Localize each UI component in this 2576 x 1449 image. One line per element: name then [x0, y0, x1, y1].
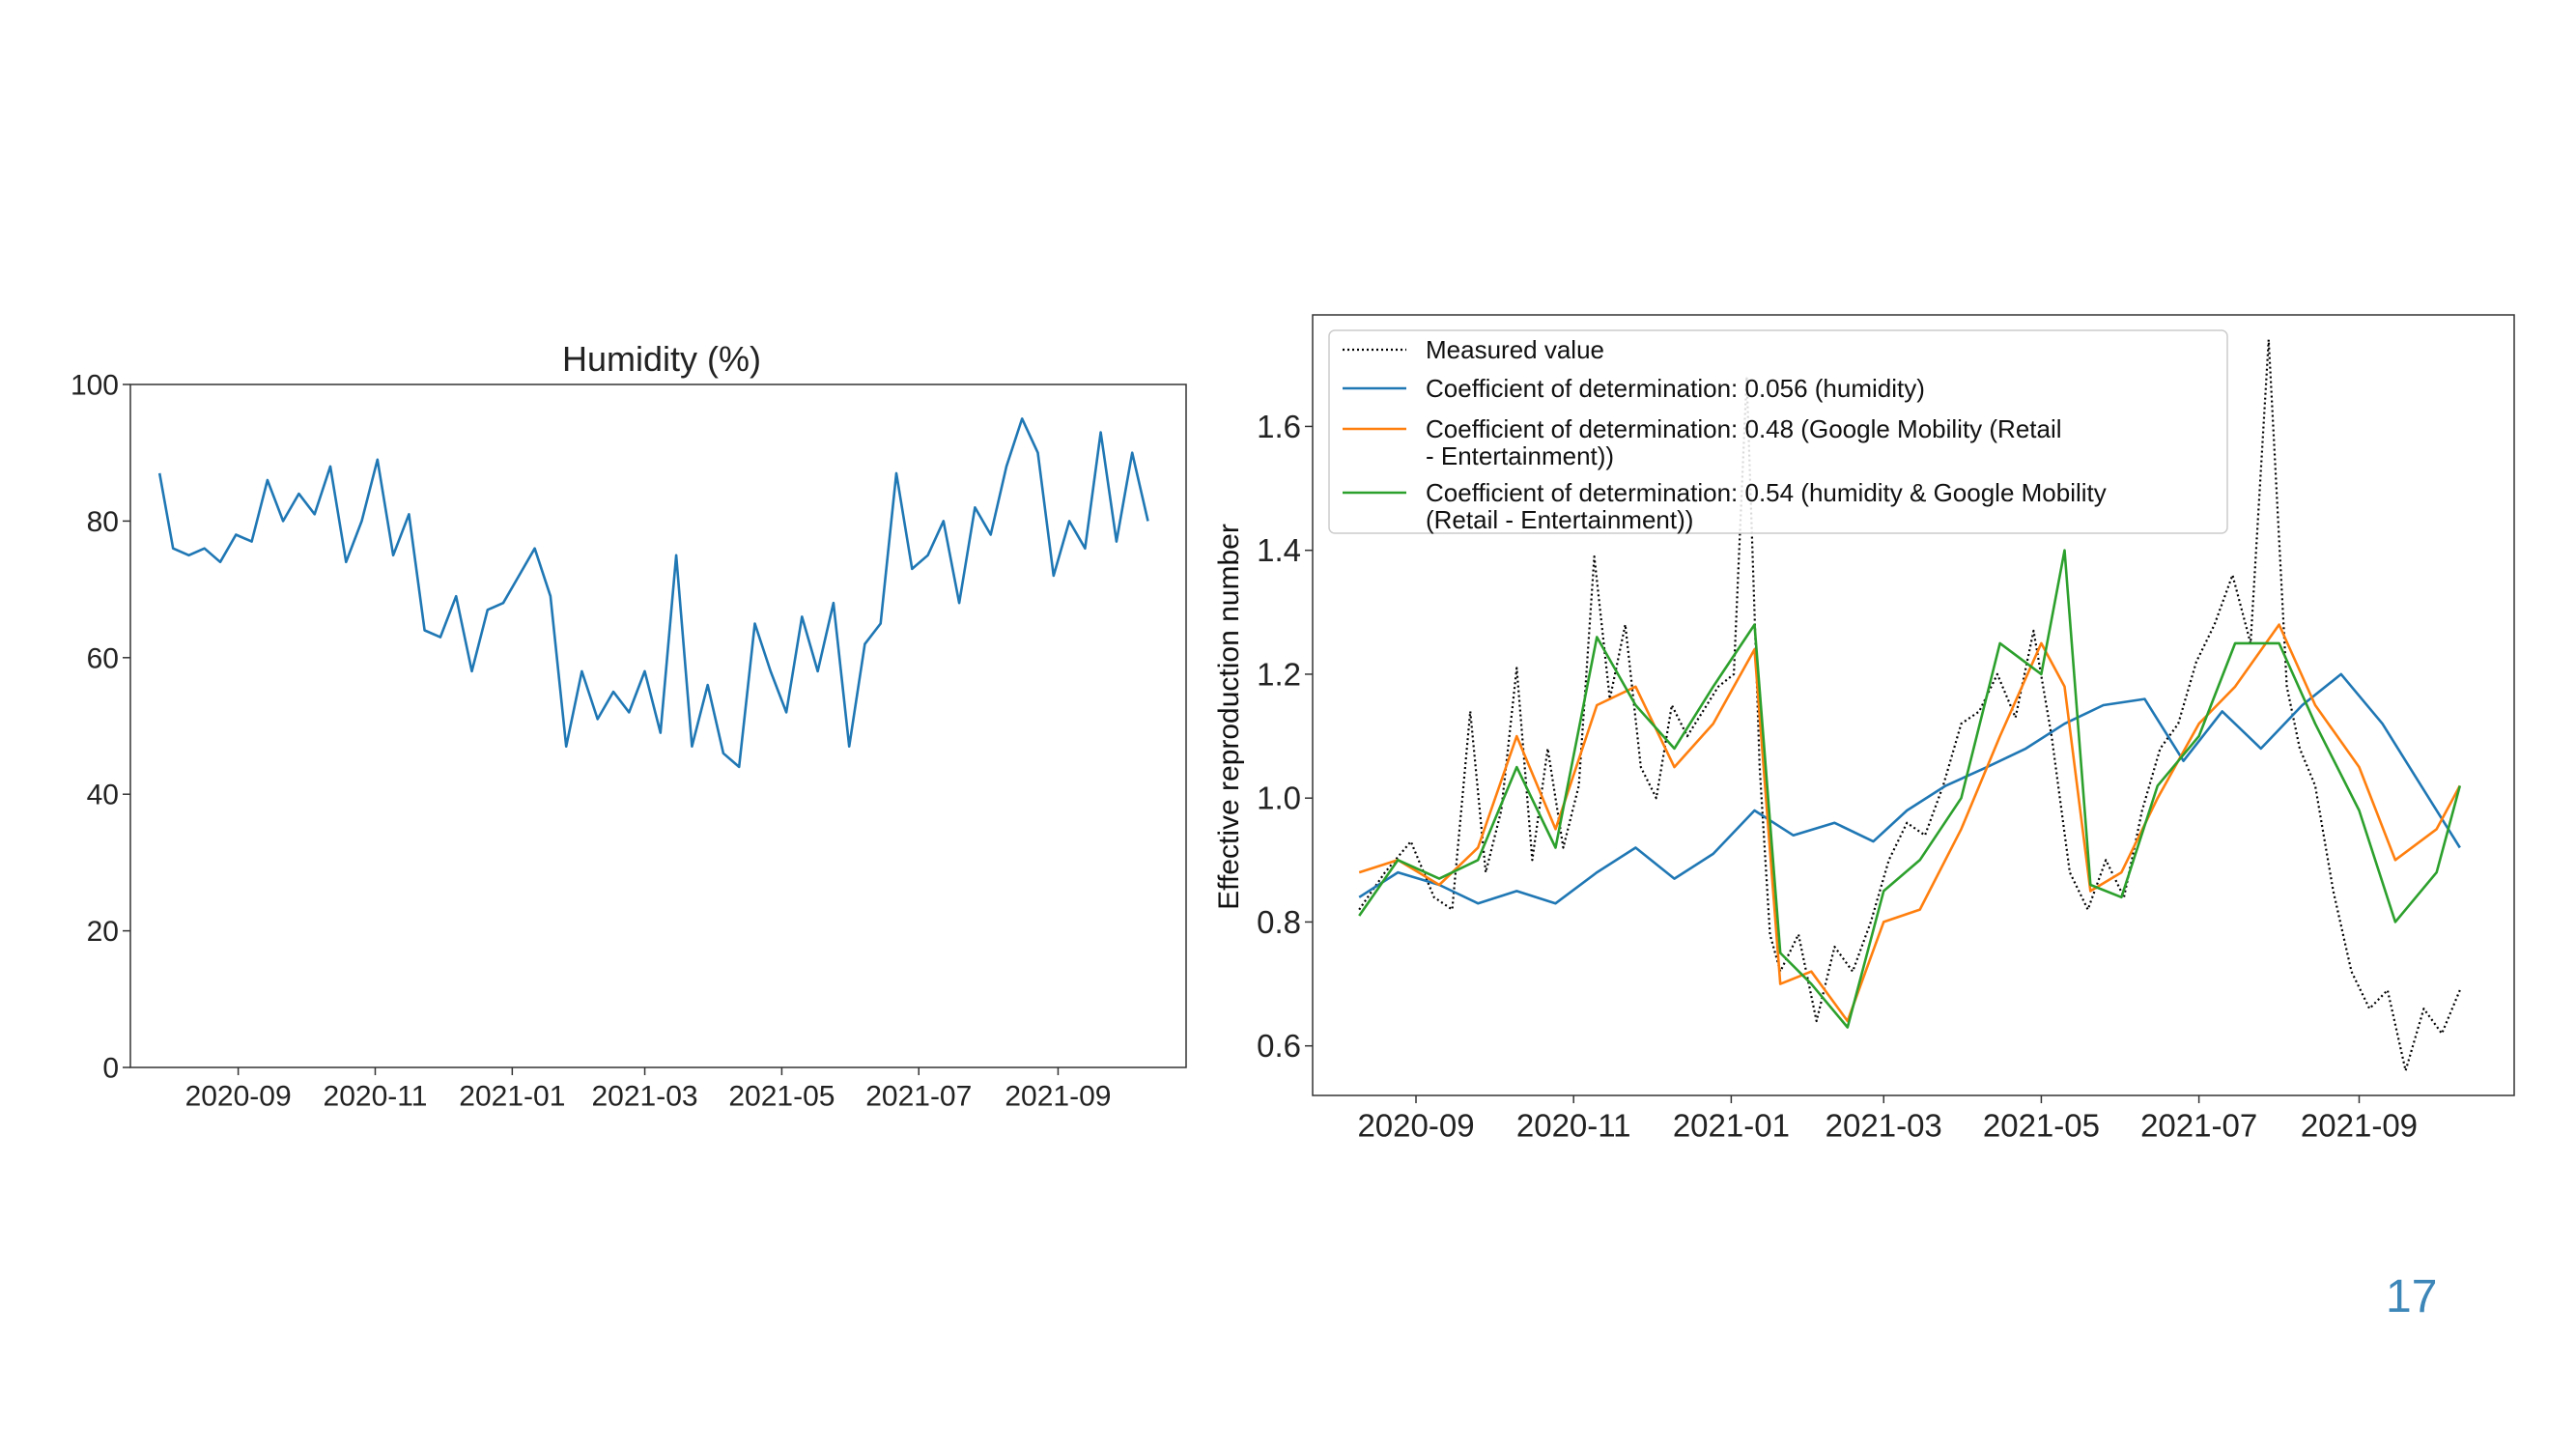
x-tick-label: 2021-03	[591, 1081, 697, 1113]
page-number: 17	[2386, 1271, 2438, 1322]
y-tick-label: 1.2	[1257, 656, 1301, 692]
y-tick-label: 1.4	[1257, 532, 1301, 568]
x-tick-label: 2021-01	[1673, 1108, 1790, 1144]
y-axis-label: Effective reproduction number	[1213, 524, 1245, 910]
y-tick-label: 0	[102, 1053, 119, 1085]
legend-label-3: Coefficient of determination: 0.54 (humi…	[1426, 478, 2107, 534]
x-tick-label: 2021-07	[2140, 1108, 2257, 1144]
x-tick-label: 2021-09	[2301, 1108, 2418, 1144]
x-tick-label: 2020-11	[1516, 1108, 1631, 1144]
y-tick-label: 1.6	[1257, 409, 1301, 444]
legend-label-line: Coefficient of determination: 0.056 (hum…	[1426, 374, 1925, 403]
legend-label-line: Coefficient of determination: 0.48 (Goog…	[1426, 414, 2062, 443]
chart-title: Humidity (%)	[562, 339, 761, 379]
legend-label-line: Measured value	[1426, 335, 1604, 364]
x-tick-label: 2021-03	[1826, 1108, 1942, 1144]
legend-box	[1328, 329, 2228, 534]
legend-label-line: Coefficient of determination: 0.54 (humi…	[1426, 478, 2107, 507]
legend: Measured value Coefficient of determinati…	[1328, 329, 2228, 534]
plot-frame	[1312, 314, 2515, 1096]
legend-label-line: (Retail - Entertainment))	[1426, 505, 1693, 534]
x-tick-label: 2020-09	[1357, 1108, 1474, 1144]
series-line-0	[1358, 338, 2461, 1072]
series-line-0	[157, 417, 1149, 769]
y-tick-label: 1.0	[1257, 781, 1301, 816]
legend-label-2: Coefficient of determination: 0.48 (Goog…	[1426, 414, 2062, 470]
series-line-1	[1358, 672, 2461, 905]
x-tick-label: 2021-09	[1005, 1081, 1111, 1113]
legend-label-0: Measured value	[1426, 335, 1604, 364]
plot-frame	[129, 384, 1187, 1068]
humidity-chart: Humidity (%) 0 20 40 60 80 100 2020-09 2020-11 2…	[71, 339, 1187, 1113]
legend-label-1: Coefficient of determination: 0.056 (hum…	[1426, 374, 1925, 403]
legend-label-line: - Entertainment))	[1426, 441, 1614, 470]
reproduction-number-chart: Effective reproduction number 0.6 0.8 1.0 1…	[1213, 314, 2515, 1144]
y-tick-label: 100	[71, 370, 119, 402]
y-tick-label: 20	[87, 916, 119, 948]
reproduction-plot-area: 0.6 0.8 1.0 1.2 1.4 1.6 2020-09 2020-11 2021-01 2…	[1257, 314, 2515, 1144]
y-tick-label: 0.6	[1257, 1028, 1301, 1064]
series-line-3	[1358, 549, 2462, 1029]
humidity-plot-area: 0 20 40 60 80 100 2020-09 2020-11 2021-01 2021-03…	[71, 370, 1187, 1113]
x-tick-label: 2021-07	[865, 1081, 972, 1113]
y-tick-label: 0.8	[1257, 904, 1301, 940]
y-tick-label: 80	[87, 506, 119, 538]
y-tick-label: 40	[87, 780, 119, 811]
x-tick-label: 2020-09	[185, 1081, 292, 1113]
x-tick-label: 2021-01	[459, 1081, 565, 1113]
series-line-2	[1358, 623, 2461, 1023]
x-tick-label: 2021-05	[1983, 1108, 2100, 1144]
y-tick-label: 60	[87, 642, 119, 674]
x-tick-label: 2020-11	[324, 1081, 428, 1113]
x-tick-label: 2021-05	[728, 1081, 835, 1113]
